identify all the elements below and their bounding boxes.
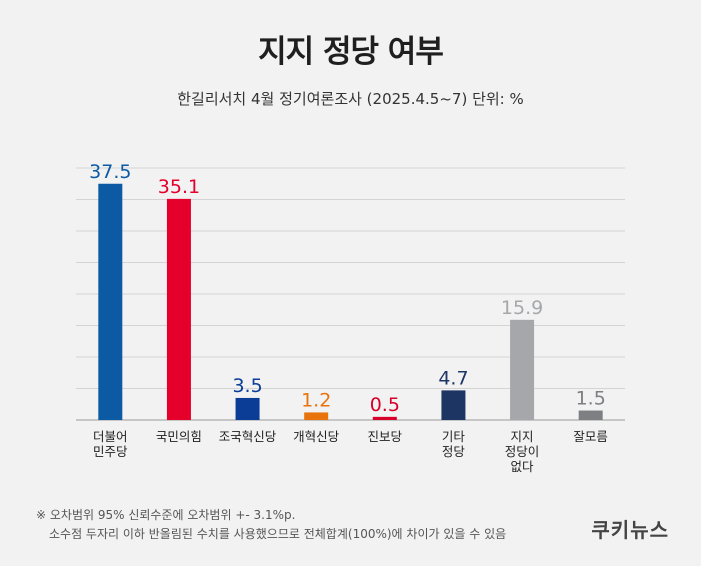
brand-logo: 쿠키뉴스 bbox=[591, 518, 669, 542]
bar bbox=[441, 390, 466, 420]
bar bbox=[98, 183, 123, 420]
data-label: 3.5 bbox=[232, 375, 262, 397]
category-label: 없다 bbox=[511, 459, 535, 474]
bar bbox=[166, 198, 191, 420]
category-label: 지지 bbox=[511, 429, 534, 444]
data-label: 1.2 bbox=[301, 389, 331, 411]
category-label: 조국혁신당 bbox=[219, 429, 277, 444]
category-label: 진보당 bbox=[368, 429, 403, 444]
category-label: 더불어 bbox=[93, 429, 128, 444]
data-label: 37.5 bbox=[89, 161, 131, 183]
bar bbox=[372, 416, 397, 420]
data-label: 15.9 bbox=[501, 297, 543, 319]
chart-title: 지지 정당 여부 bbox=[258, 34, 444, 70]
chart-subtitle: 한길리서치 4월 정기여론조사 (2025.4.5~7) 단위: % bbox=[177, 90, 524, 108]
category-label: 기타 bbox=[442, 429, 466, 444]
category-label: 잘모름 bbox=[573, 429, 608, 444]
category-label: 정당이 bbox=[505, 444, 540, 459]
bar bbox=[304, 412, 329, 420]
data-label: 0.5 bbox=[370, 394, 400, 416]
category-label: 정당 bbox=[442, 444, 466, 459]
footnote-margin-of-error: ※ 오차범위 95% 신뢰수준에 오차범위 +- 3.1%p. bbox=[36, 508, 296, 522]
category-label: 민주당 bbox=[93, 444, 128, 459]
data-label: 35.1 bbox=[158, 176, 200, 198]
category-label: 개혁신당 bbox=[293, 429, 340, 444]
bar bbox=[578, 410, 603, 420]
category-label: 국민의힘 bbox=[156, 429, 202, 444]
bar bbox=[510, 319, 535, 420]
data-label: 4.7 bbox=[438, 367, 468, 389]
footnote-rounding: 소수점 두자리 이하 반올림된 수치를 사용했으므로 전체합계(100%)에 차… bbox=[49, 527, 507, 541]
bar bbox=[235, 397, 260, 420]
data-label: 1.5 bbox=[576, 388, 606, 410]
